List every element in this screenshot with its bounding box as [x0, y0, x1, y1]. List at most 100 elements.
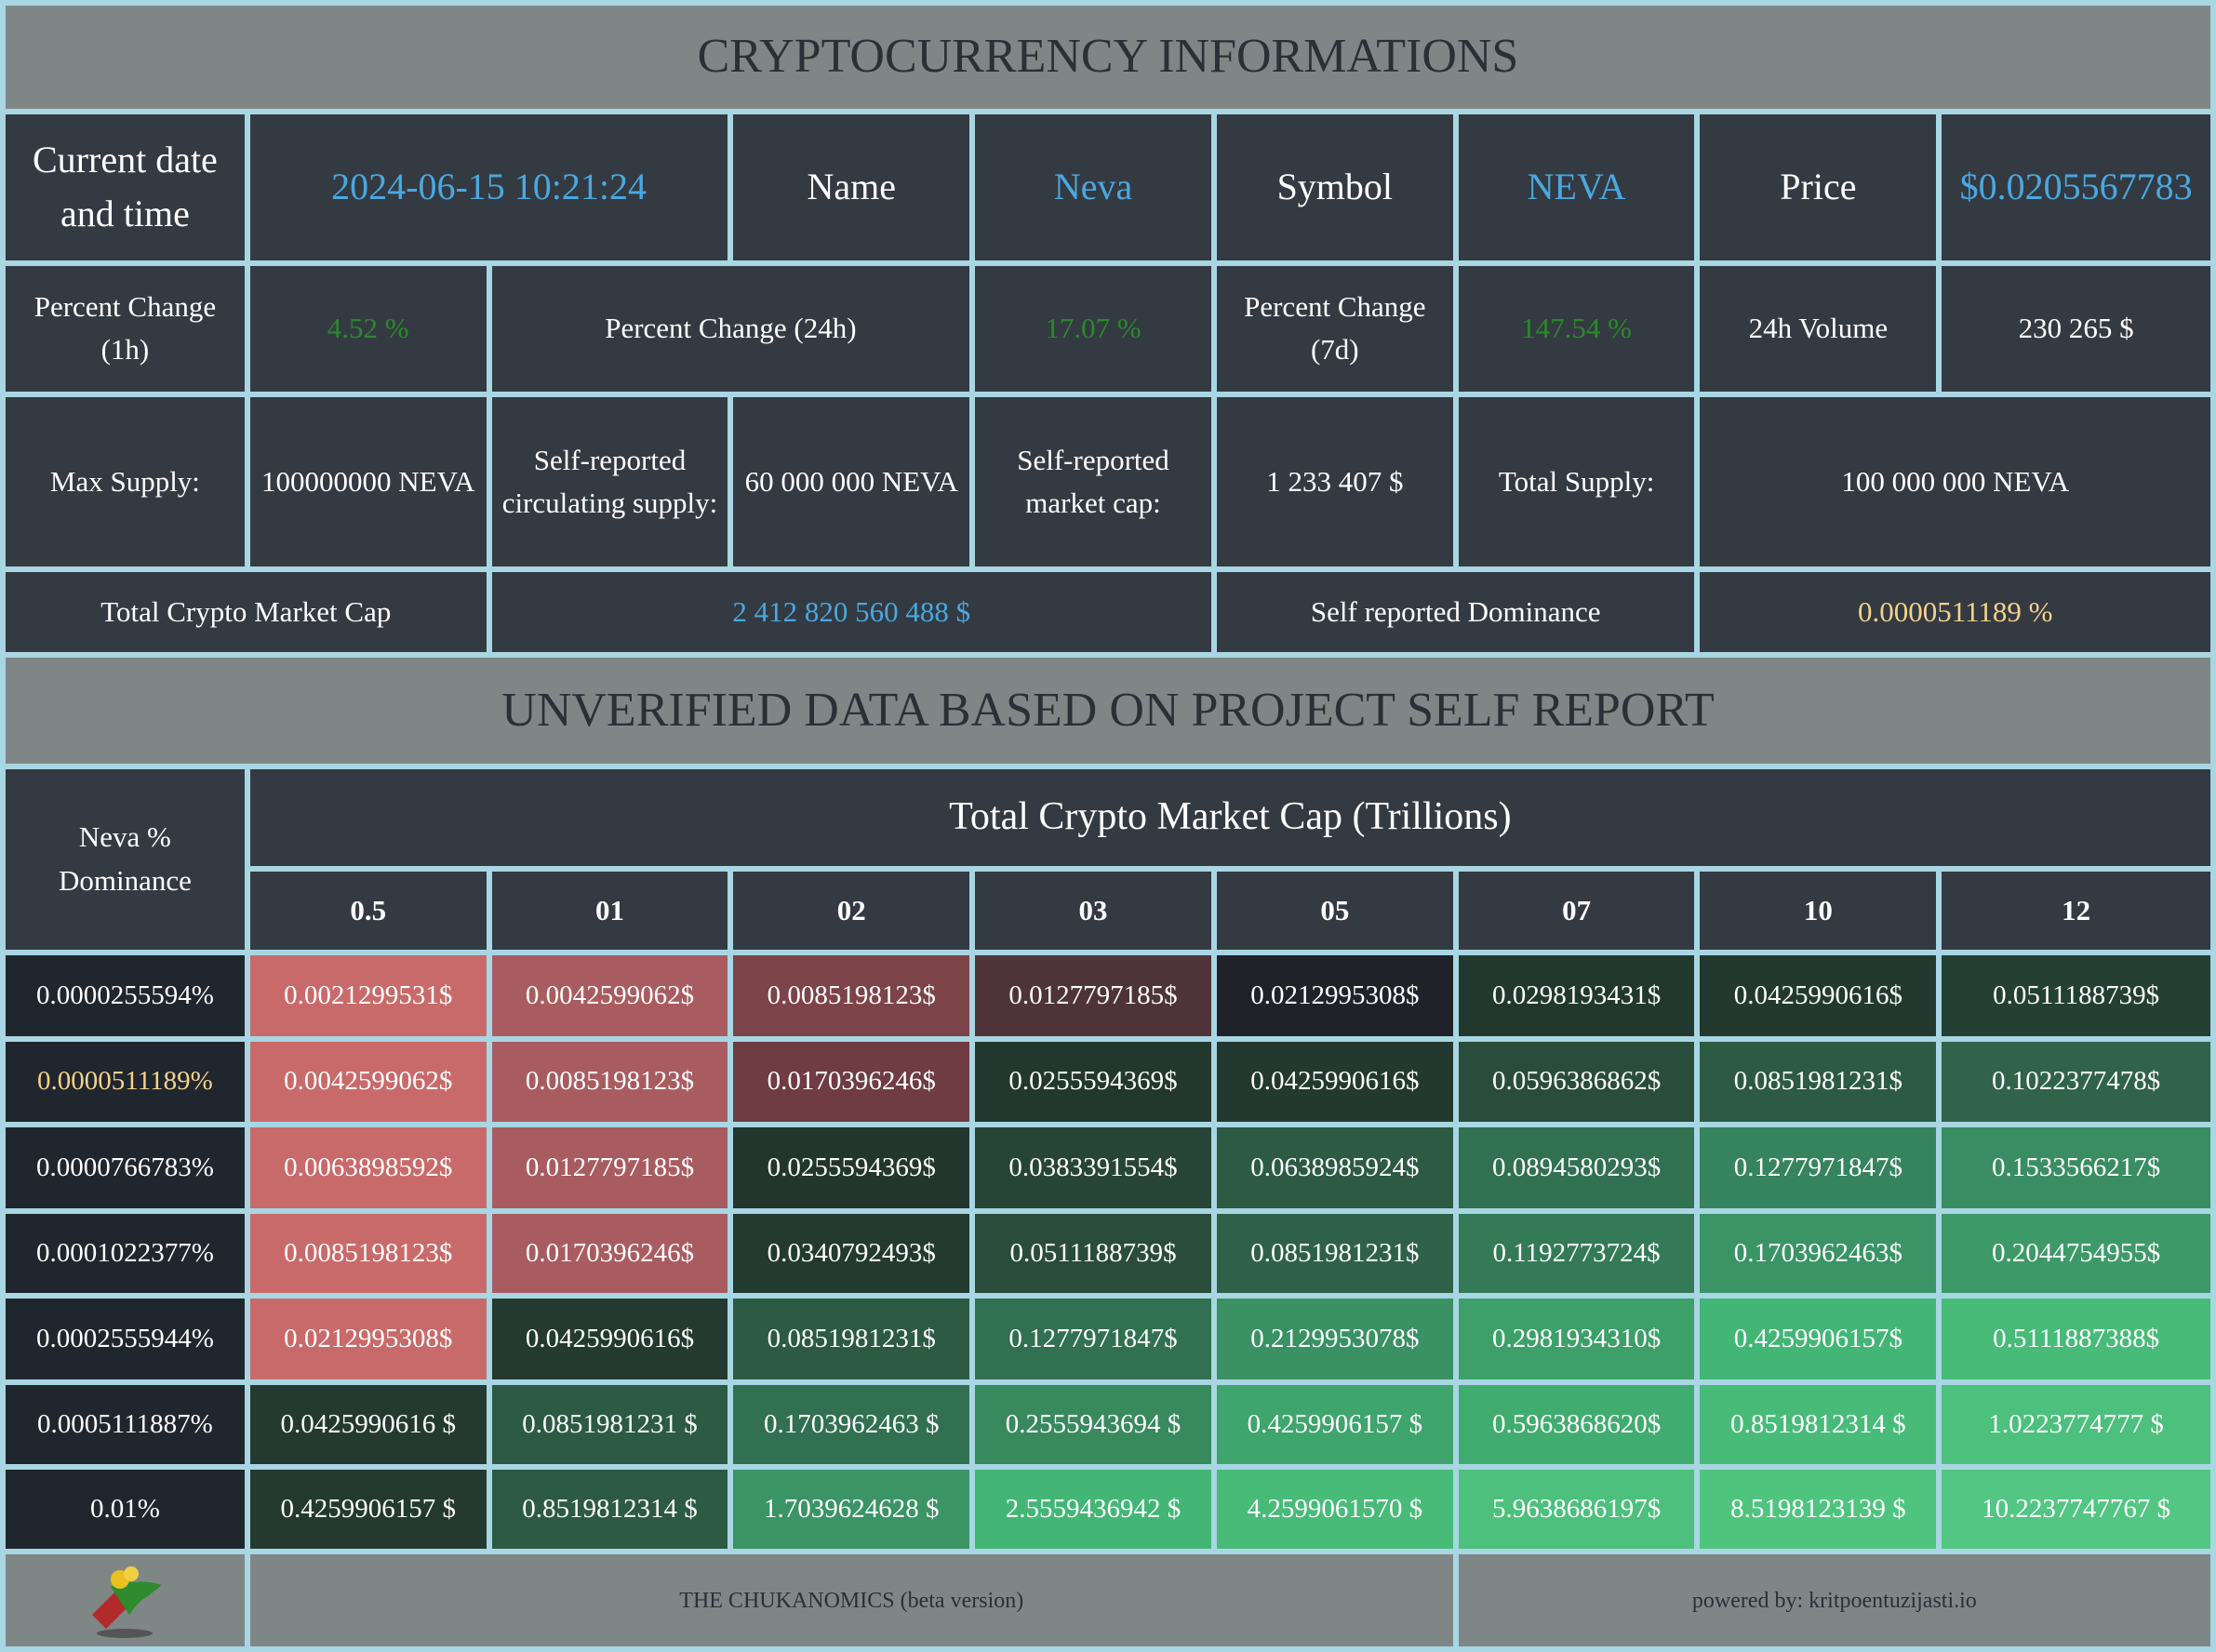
matrix-cell: 0.0255594369$ [733, 1127, 970, 1209]
label: Self-reported circulating supply: [491, 396, 728, 567]
matrix-cell: 0.0638985924$ [1216, 1127, 1453, 1209]
matrix-cell: 0.1703962463$ [1700, 1214, 1937, 1294]
matrix-cell: 0.4259906157 $ [249, 1470, 487, 1550]
matrix-cell: 0.2555943694 $ [975, 1384, 1211, 1465]
matrix-title: Total Crypto Market Cap (Trillions) [249, 768, 2210, 867]
matrix-cell: 0.0851981231$ [1216, 1214, 1453, 1294]
matrix-cell: 0.0021299531$ [249, 955, 487, 1036]
matrix-cell: 0.1192773724$ [1458, 1214, 1695, 1294]
value: $0.0205567783 [1942, 113, 2210, 260]
row-label: 0.0000511189% [6, 1041, 245, 1123]
label: Current date and time [6, 113, 245, 260]
matrix-cell: 0.0127797185$ [491, 1127, 728, 1209]
matrix-cell: 0.0425990616$ [1700, 955, 1937, 1036]
label: Total Supply: [1458, 396, 1695, 567]
matrix-cell: 10.2237747767 $ [1942, 1470, 2210, 1550]
footer-powered: powered by: kritpoentuzijasti.io [1458, 1554, 2210, 1646]
column-header: 12 [1942, 872, 2210, 951]
label: Self-reported market cap: [975, 396, 1211, 567]
matrix-cell: 0.0042599062$ [491, 955, 728, 1036]
label: Percent Change (24h) [491, 265, 970, 392]
row-label: 0.0005111887% [6, 1384, 245, 1465]
value: 100 000 000 NEVA [1700, 396, 2210, 567]
matrix-cell: 0.0170396246$ [733, 1041, 970, 1123]
matrix-cell: 8.5198123139 $ [1700, 1470, 1937, 1550]
matrix-cell: 0.0212995308$ [249, 1299, 487, 1379]
matrix-cell: 1.0223774777 $ [1942, 1384, 2210, 1465]
matrix-cell: 0.0511188739$ [975, 1214, 1211, 1294]
matrix-cell: 0.0255594369$ [975, 1041, 1211, 1123]
matrix-cell: 0.5963868620$ [1458, 1384, 1695, 1465]
label: Max Supply: [6, 396, 245, 567]
matrix-cell: 0.0042599062$ [249, 1041, 487, 1123]
matrix-cell: 0.0170396246$ [491, 1214, 728, 1294]
matrix-cell: 0.0596386862$ [1458, 1041, 1695, 1123]
label: Total Crypto Market Cap [6, 572, 487, 652]
footer-title: THE CHUKANOMICS (beta version) [249, 1554, 1453, 1646]
value: NEVA [1458, 113, 1695, 260]
column-header: 10 [1700, 872, 1937, 951]
matrix-cell: 0.1277971847$ [975, 1299, 1211, 1379]
row-label: 0.01% [6, 1470, 245, 1550]
matrix-cell: 0.0127797185$ [975, 955, 1211, 1036]
matrix-cell: 0.0425990616$ [1216, 1041, 1453, 1123]
matrix-cell: 4.2599061570 $ [1216, 1470, 1453, 1550]
matrix-cell: 0.8519812314 $ [1700, 1384, 1937, 1465]
matrix-cell: 0.4259906157$ [1700, 1299, 1937, 1379]
label: Percent Change (1h) [6, 265, 245, 392]
matrix-cell: 0.1703962463 $ [733, 1384, 970, 1465]
matrix-cell: 0.0425990616$ [491, 1299, 728, 1379]
column-header: 0.5 [249, 872, 487, 951]
value: 147.54 % [1458, 265, 1695, 392]
value: 17.07 % [975, 265, 1211, 392]
matrix-cell: 0.0851981231$ [733, 1299, 970, 1379]
matrix-cell: 0.0063898592$ [249, 1127, 487, 1209]
column-header: 05 [1216, 872, 1453, 951]
page-title: CRYPTOCURRENCY INFORMATIONS [6, 6, 2210, 109]
value: 0.0000511189 % [1700, 572, 2210, 652]
matrix-cell: 0.0212995308$ [1216, 955, 1453, 1036]
matrix-cell: 0.0851981231 $ [491, 1384, 728, 1465]
column-header: 03 [975, 872, 1211, 951]
row-label: 0.0000255594% [6, 955, 245, 1036]
column-header: 07 [1458, 872, 1695, 951]
matrix-cell: 0.2981934310$ [1458, 1299, 1695, 1379]
value: 60 000 000 NEVA [733, 396, 970, 567]
matrix-cell: 0.0851981231$ [1700, 1041, 1937, 1123]
value: 2 412 820 560 488 $ [491, 572, 1211, 652]
matrix-cell: 0.0085198123$ [249, 1214, 487, 1294]
matrix-cell: 0.8519812314 $ [491, 1470, 728, 1550]
label: Self reported Dominance [1216, 572, 1695, 652]
matrix-cell: 0.0894580293$ [1458, 1127, 1695, 1209]
matrix-cell: 0.0340792493$ [733, 1214, 970, 1294]
matrix-cell: 2.5559436942 $ [975, 1470, 1211, 1550]
row-label: 0.0001022377% [6, 1214, 245, 1294]
matrix-cell: 0.2129953078$ [1216, 1299, 1453, 1379]
label: Symbol [1216, 113, 1453, 260]
matrix-cell: 0.4259906157 $ [1216, 1384, 1453, 1465]
column-header: 02 [733, 872, 970, 951]
matrix-cell: 0.0085198123$ [733, 955, 970, 1036]
matrix-cell: 0.0425990616 $ [249, 1384, 487, 1465]
matrix-cell: 0.0085198123$ [491, 1041, 728, 1123]
matrix-cell: 0.2044754955$ [1942, 1214, 2210, 1294]
value: 1 233 407 $ [1216, 396, 1453, 567]
logo-cell [6, 1554, 245, 1646]
value: 4.52 % [249, 265, 487, 392]
value: Neva [975, 113, 1211, 260]
matrix-cell: 0.5111887388$ [1942, 1299, 2210, 1379]
matrix-cell: 0.0383391554$ [975, 1127, 1211, 1209]
matrix-cell: 5.9638686197$ [1458, 1470, 1695, 1550]
label: Price [1700, 113, 1937, 260]
label: Percent Change (7d) [1216, 265, 1453, 392]
matrix-cell: 0.1022377478$ [1942, 1041, 2210, 1123]
value: 2024-06-15 10:21:24 [249, 113, 728, 260]
row-label: 0.0002555944% [6, 1299, 245, 1379]
row-label: 0.0000766783% [6, 1127, 245, 1209]
matrix-cell: 0.0511188739$ [1942, 955, 2210, 1036]
corner-label: Neva % Dominance [6, 768, 245, 951]
label: Name [733, 113, 970, 260]
matrix-cell: 0.0298193431$ [1458, 955, 1695, 1036]
logo [92, 1565, 163, 1638]
